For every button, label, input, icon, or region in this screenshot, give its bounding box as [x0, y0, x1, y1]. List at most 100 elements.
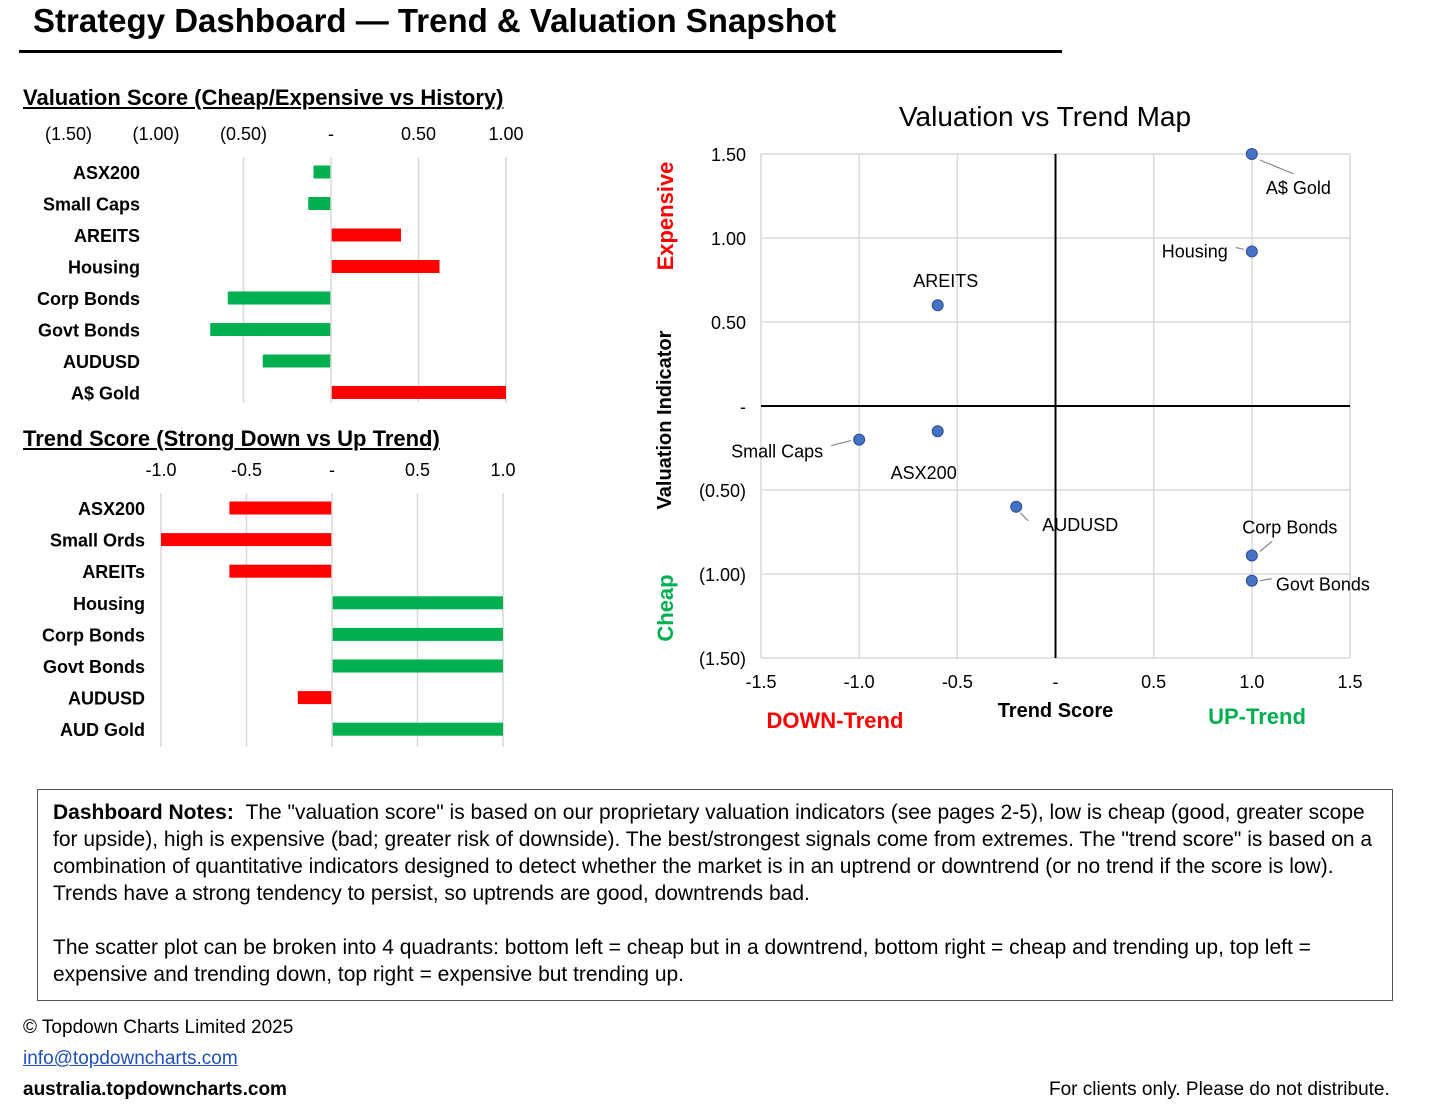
y-tick-label: 1.50 [711, 145, 746, 165]
x-tick-label: -0.5 [942, 672, 973, 692]
bar [262, 354, 331, 368]
point-label: Housing [1162, 241, 1228, 261]
point-label: A$ Gold [1266, 178, 1331, 198]
dashboard-notes: Dashboard Notes: The "valuation score" i… [37, 789, 1393, 1001]
category-label: A$ Gold [71, 384, 140, 404]
point-label: ASX200 [891, 463, 957, 483]
quadrant-label-cheap: Cheap [653, 574, 678, 641]
bar [308, 197, 331, 210]
x-tick-label: (0.50) [220, 124, 267, 144]
scatter-point [1245, 549, 1258, 562]
x-tick-label: - [329, 460, 335, 480]
bar [297, 691, 332, 705]
category-label: Small Caps [43, 195, 140, 215]
bar [161, 533, 332, 547]
x-tick-label: -0.5 [231, 460, 262, 480]
scatter-point [1245, 148, 1258, 160]
quadrant-label-uptrend: UP-Trend [1208, 704, 1306, 729]
x-tick-label: 1.00 [488, 124, 523, 144]
point-leader-line [1259, 541, 1273, 552]
category-label: Corp Bonds [42, 625, 145, 645]
x-tick-label: 0.5 [1141, 672, 1166, 692]
bar [227, 291, 331, 305]
x-tick-label: 0.50 [401, 124, 436, 144]
category-label: Housing [73, 594, 145, 614]
notes-paragraph-1: The "valuation score" is based on our pr… [53, 801, 1373, 905]
bar [332, 659, 503, 673]
x-axis-title: Trend Score [998, 700, 1114, 722]
category-label: AREITS [74, 226, 140, 246]
y-tick-label: (0.50) [699, 481, 746, 501]
category-label: ASX200 [78, 499, 145, 519]
scatter-title: Valuation vs Trend Map [899, 101, 1191, 132]
valuation-bar-chart: (1.50)(1.00)(0.50)-0.501.001.50ASX200Sma… [37, 124, 524, 404]
y-tick-label: (1.00) [699, 565, 746, 585]
bar [331, 228, 401, 242]
x-tick-label: (1.50) [45, 124, 92, 144]
trend-chart-title: Trend Score (Strong Down vs Up Trend) [23, 426, 440, 451]
point-leader-line [1019, 512, 1029, 522]
bar [229, 564, 332, 578]
footer-email-link[interactable]: info@topdowncharts.com [23, 1048, 238, 1069]
category-label: Housing [68, 258, 140, 278]
point-label: AREITS [913, 271, 978, 291]
x-tick-label: 1.5 [1337, 672, 1362, 692]
scatter-point [1245, 245, 1258, 258]
x-tick-label: 1.0 [490, 460, 515, 480]
valuation-trend-scatter: Valuation vs Trend Map-1.5 -1.0 -0.5-0.5 1.… [653, 101, 1370, 733]
notes-paragraph-2: The scatter plot can be broken into 4 qu… [53, 936, 1311, 986]
y-tick-label: - [740, 397, 746, 417]
category-label: AUDUSD [63, 352, 140, 372]
y-axis-title: Valuation Indicator [654, 330, 676, 509]
bar [332, 722, 503, 736]
bar [313, 165, 331, 179]
bar [210, 323, 331, 336]
point-leader-line [1259, 159, 1295, 175]
category-label: ASX200 [73, 163, 140, 183]
x-tick-label: 1.0 [1239, 672, 1264, 692]
point-label: Govt Bonds [1276, 575, 1370, 595]
category-label: AUD Gold [60, 720, 145, 740]
x-tick-label: -1.0 [145, 460, 176, 480]
scatter-point [931, 299, 944, 312]
quadrant-label-expensive: Expensive [653, 162, 678, 271]
y-tick-label: 1.00 [711, 229, 746, 249]
bar [332, 627, 503, 641]
scatter-point [853, 433, 866, 446]
x-tick-label: - [328, 124, 334, 144]
quadrant-label-downtrend: DOWN-Trend [767, 708, 904, 733]
point-label: Corp Bonds [1242, 518, 1337, 538]
page-title: Strategy Dashboard — Trend & Valuation S… [33, 2, 837, 39]
category-label: Govt Bonds [38, 321, 140, 341]
x-tick-label: -1.0 [844, 672, 875, 692]
footer-copyright: © Topdown Charts Limited 2025 [23, 1017, 294, 1038]
notes-heading: Dashboard Notes: [53, 801, 234, 824]
scatter-point [1010, 500, 1023, 513]
bar [332, 596, 503, 610]
scatter-point [1245, 574, 1258, 587]
x-tick-label: - [1053, 672, 1059, 692]
bar [331, 260, 440, 273]
point-leader-line [831, 440, 852, 447]
point-label: Small Caps [731, 442, 823, 462]
valuation-chart-title: Valuation Score (Cheap/Expensive vs Hist… [23, 85, 504, 110]
y-tick-label: 0.50 [711, 313, 746, 333]
point-leader-line [1235, 246, 1244, 251]
y-tick-label: (1.50) [699, 649, 746, 669]
point-label: AUDUSD [1042, 515, 1118, 535]
category-label: Govt Bonds [43, 657, 145, 677]
x-tick-label: (1.00) [132, 124, 179, 144]
bar [331, 386, 506, 399]
category-label: Small Ords [50, 531, 145, 551]
bar [229, 501, 332, 515]
point-leader-line [1259, 578, 1272, 582]
category-label: AREITs [82, 562, 145, 582]
title-divider [19, 50, 1062, 53]
category-label: AUDUSD [68, 689, 145, 709]
category-label: Corp Bonds [37, 289, 140, 309]
x-tick-label: -1.5 [745, 672, 776, 692]
footer-website: australia.topdowncharts.com [23, 1079, 287, 1100]
footer-disclaimer: For clients only. Please do not distribu… [1049, 1079, 1390, 1100]
scatter-point [931, 425, 944, 438]
